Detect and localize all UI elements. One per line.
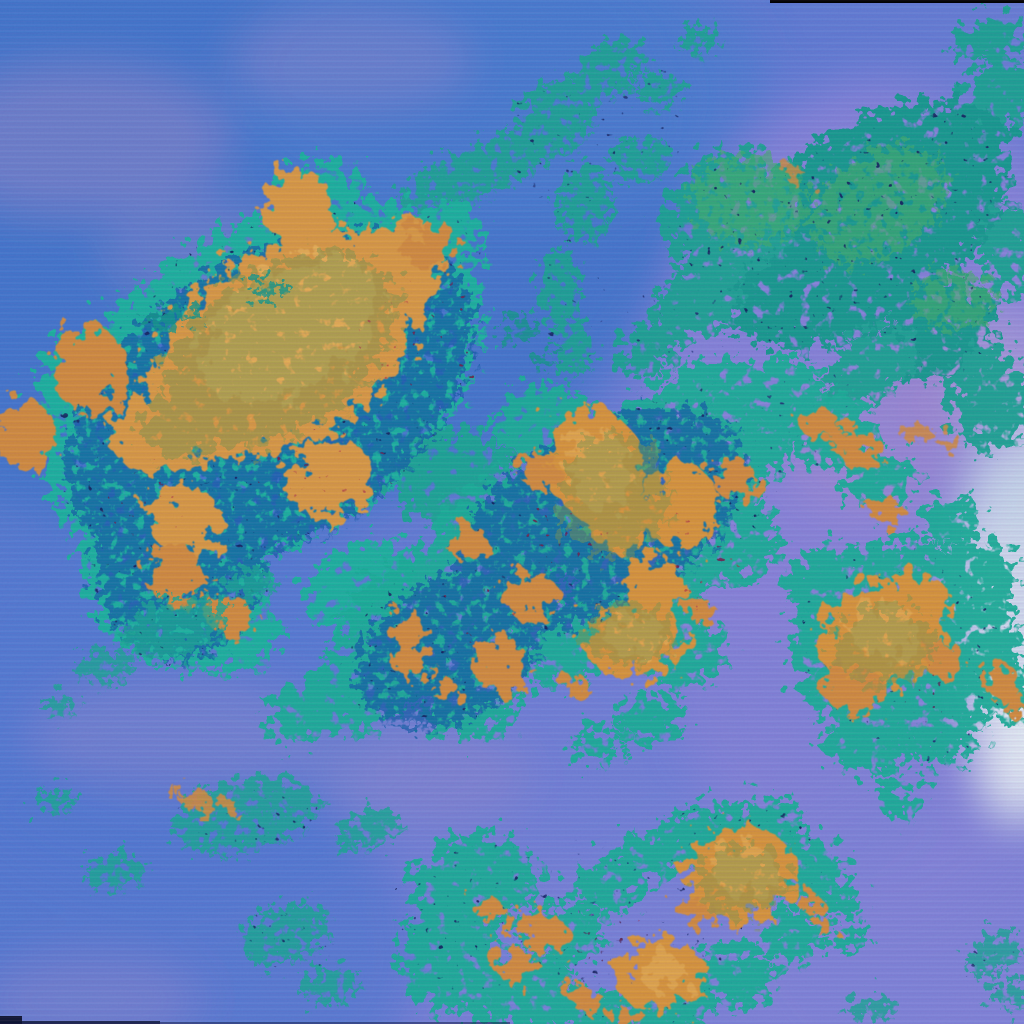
top-edge-black-mark	[770, 0, 1024, 3]
bottom-left-black-mark	[0, 1016, 510, 1024]
